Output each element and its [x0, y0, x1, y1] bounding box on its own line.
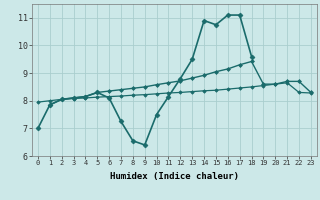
X-axis label: Humidex (Indice chaleur): Humidex (Indice chaleur) — [110, 172, 239, 181]
